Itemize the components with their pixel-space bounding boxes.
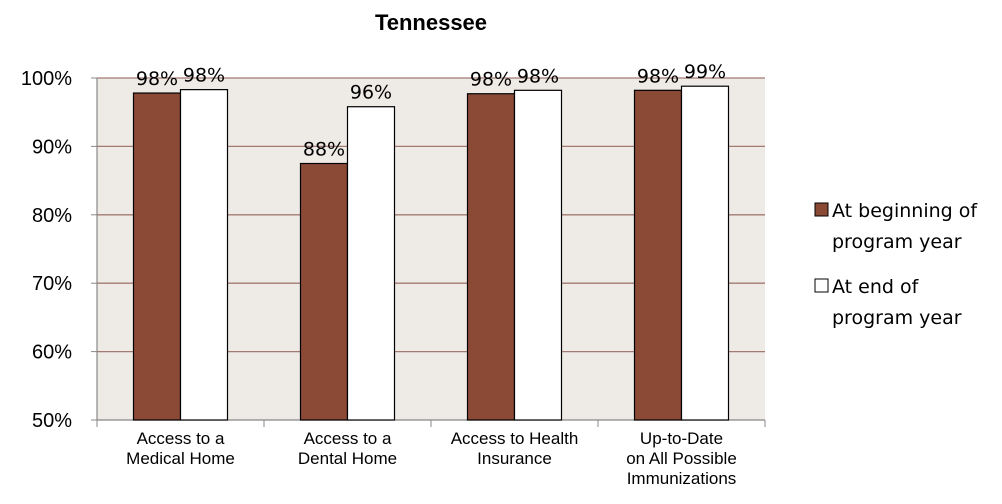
plot-area: 50%60%70%80%90%100% 98% 98%Access to aMedi… xyxy=(21,61,766,488)
y-tick-label: 100% xyxy=(21,68,72,90)
y-tick-label: 90% xyxy=(32,136,72,158)
data-label: 96% xyxy=(350,82,392,104)
bar-series-2 xyxy=(346,106,396,421)
y-tick-label: 70% xyxy=(32,273,72,295)
legend-label: At beginning of xyxy=(832,200,978,222)
bar-series-2 xyxy=(680,85,730,421)
y-tick-label: 50% xyxy=(32,410,72,432)
x-category-label: Insurance xyxy=(477,449,552,468)
legend-label: At end of xyxy=(832,276,920,298)
data-label: 98% xyxy=(637,65,679,87)
legend-label: program year xyxy=(832,231,962,253)
legend-swatch-1 xyxy=(814,202,829,217)
bar-series-1 xyxy=(633,89,683,421)
x-category-label: Access to a xyxy=(137,429,225,448)
x-category-label: Up-to-Date xyxy=(640,429,723,448)
data-label: 98% xyxy=(517,65,559,87)
x-category-label: on All Possible xyxy=(626,449,737,468)
bar-series-2 xyxy=(513,89,563,421)
legend-label: program year xyxy=(832,307,962,329)
data-label: 98% xyxy=(136,68,178,90)
x-category-label: Access to a xyxy=(304,429,392,448)
legend: At beginning of program year At end of prog… xyxy=(814,200,978,329)
data-label: 98% xyxy=(470,69,512,91)
x-category-label: Dental Home xyxy=(298,449,397,468)
bar-series-1 xyxy=(299,162,349,421)
data-label: 88% xyxy=(303,139,345,161)
bar-series-2 xyxy=(179,89,229,421)
bar-series-1 xyxy=(132,92,182,421)
y-tick-label: 60% xyxy=(32,342,72,364)
x-category-label: Immunizations xyxy=(627,469,737,488)
x-category-label: Access to Health xyxy=(451,429,579,448)
data-label: 98% xyxy=(183,65,225,87)
data-label: 99% xyxy=(684,61,726,83)
bar-series-1 xyxy=(466,93,516,421)
legend-swatch-2 xyxy=(814,278,829,293)
y-tick-label: 80% xyxy=(32,205,72,227)
chart-title: Tennessee xyxy=(375,10,487,35)
x-category-label: Medical Home xyxy=(126,449,235,468)
